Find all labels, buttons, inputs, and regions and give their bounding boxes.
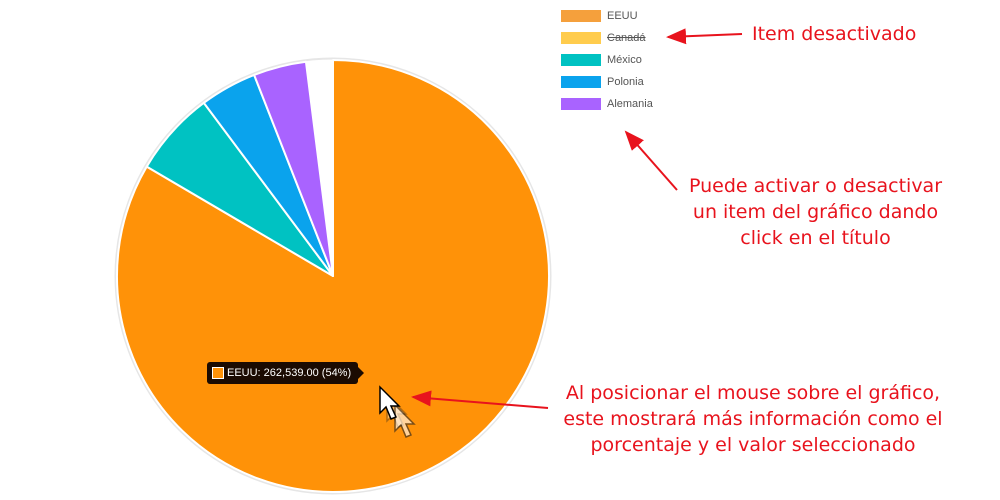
legend-item-mexico[interactable]: México [561, 49, 653, 71]
legend-label-mexico: México [607, 54, 642, 66]
tooltip-swatch [212, 367, 224, 379]
legend-item-canada[interactable]: Canadá [561, 27, 653, 49]
annotation-toggle-line-2: un item del gráfico dando [692, 201, 939, 223]
annotation-item-disabled: Item desactivado [752, 23, 917, 45]
legend-swatch-canada [561, 32, 601, 44]
legend-label-polonia: Polonia [607, 76, 644, 88]
pie-outline [114, 57, 552, 495]
annotation-hover-line-2: este mostrará más información como el [563, 408, 943, 430]
annotation-toggle-line-1: Puede activar o desactivar [688, 175, 943, 197]
annotation-toggle-hint: Puede activar o desactivar un item del g… [678, 173, 953, 251]
legend-item-polonia[interactable]: Polonia [561, 71, 653, 93]
annotation-hover-hint: Al posicionar el mouse sobre el gráfico,… [553, 380, 953, 458]
chart-legend: EEUU Canadá México Polonia Alemania [561, 5, 653, 115]
legend-swatch-polonia [561, 76, 601, 88]
legend-label-canada: Canadá [607, 32, 646, 44]
pie-slice-alemania[interactable] [253, 60, 334, 277]
annotation-toggle-line-3: click en el título [740, 227, 891, 249]
mouse-cursor-icon [379, 385, 416, 438]
legend-label-eeuu: EEUU [607, 10, 638, 22]
legend-label-alemania: Alemania [607, 98, 653, 110]
legend-swatch-alemania [561, 98, 601, 110]
legend-swatch-mexico [561, 54, 601, 66]
legend-swatch-eeuu [561, 10, 601, 22]
legend-item-alemania[interactable]: Alemania [561, 93, 653, 115]
annotation-hover-line-1: Al posicionar el mouse sobre el gráfico, [565, 382, 941, 404]
legend-item-eeuu[interactable]: EEUU [561, 5, 653, 27]
annotation-hover-line-3: porcentaje y el valor seleccionado [590, 434, 916, 456]
tooltip-text: EEUU: 262,539.00 (54%) [227, 367, 352, 379]
chart-tooltip: EEUU: 262,539.00 (54%) [207, 362, 365, 384]
